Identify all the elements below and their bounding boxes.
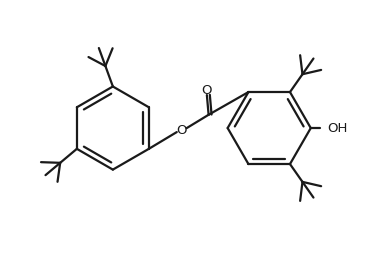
Text: OH: OH	[327, 122, 348, 135]
Text: O: O	[177, 124, 187, 137]
Text: O: O	[202, 84, 212, 97]
